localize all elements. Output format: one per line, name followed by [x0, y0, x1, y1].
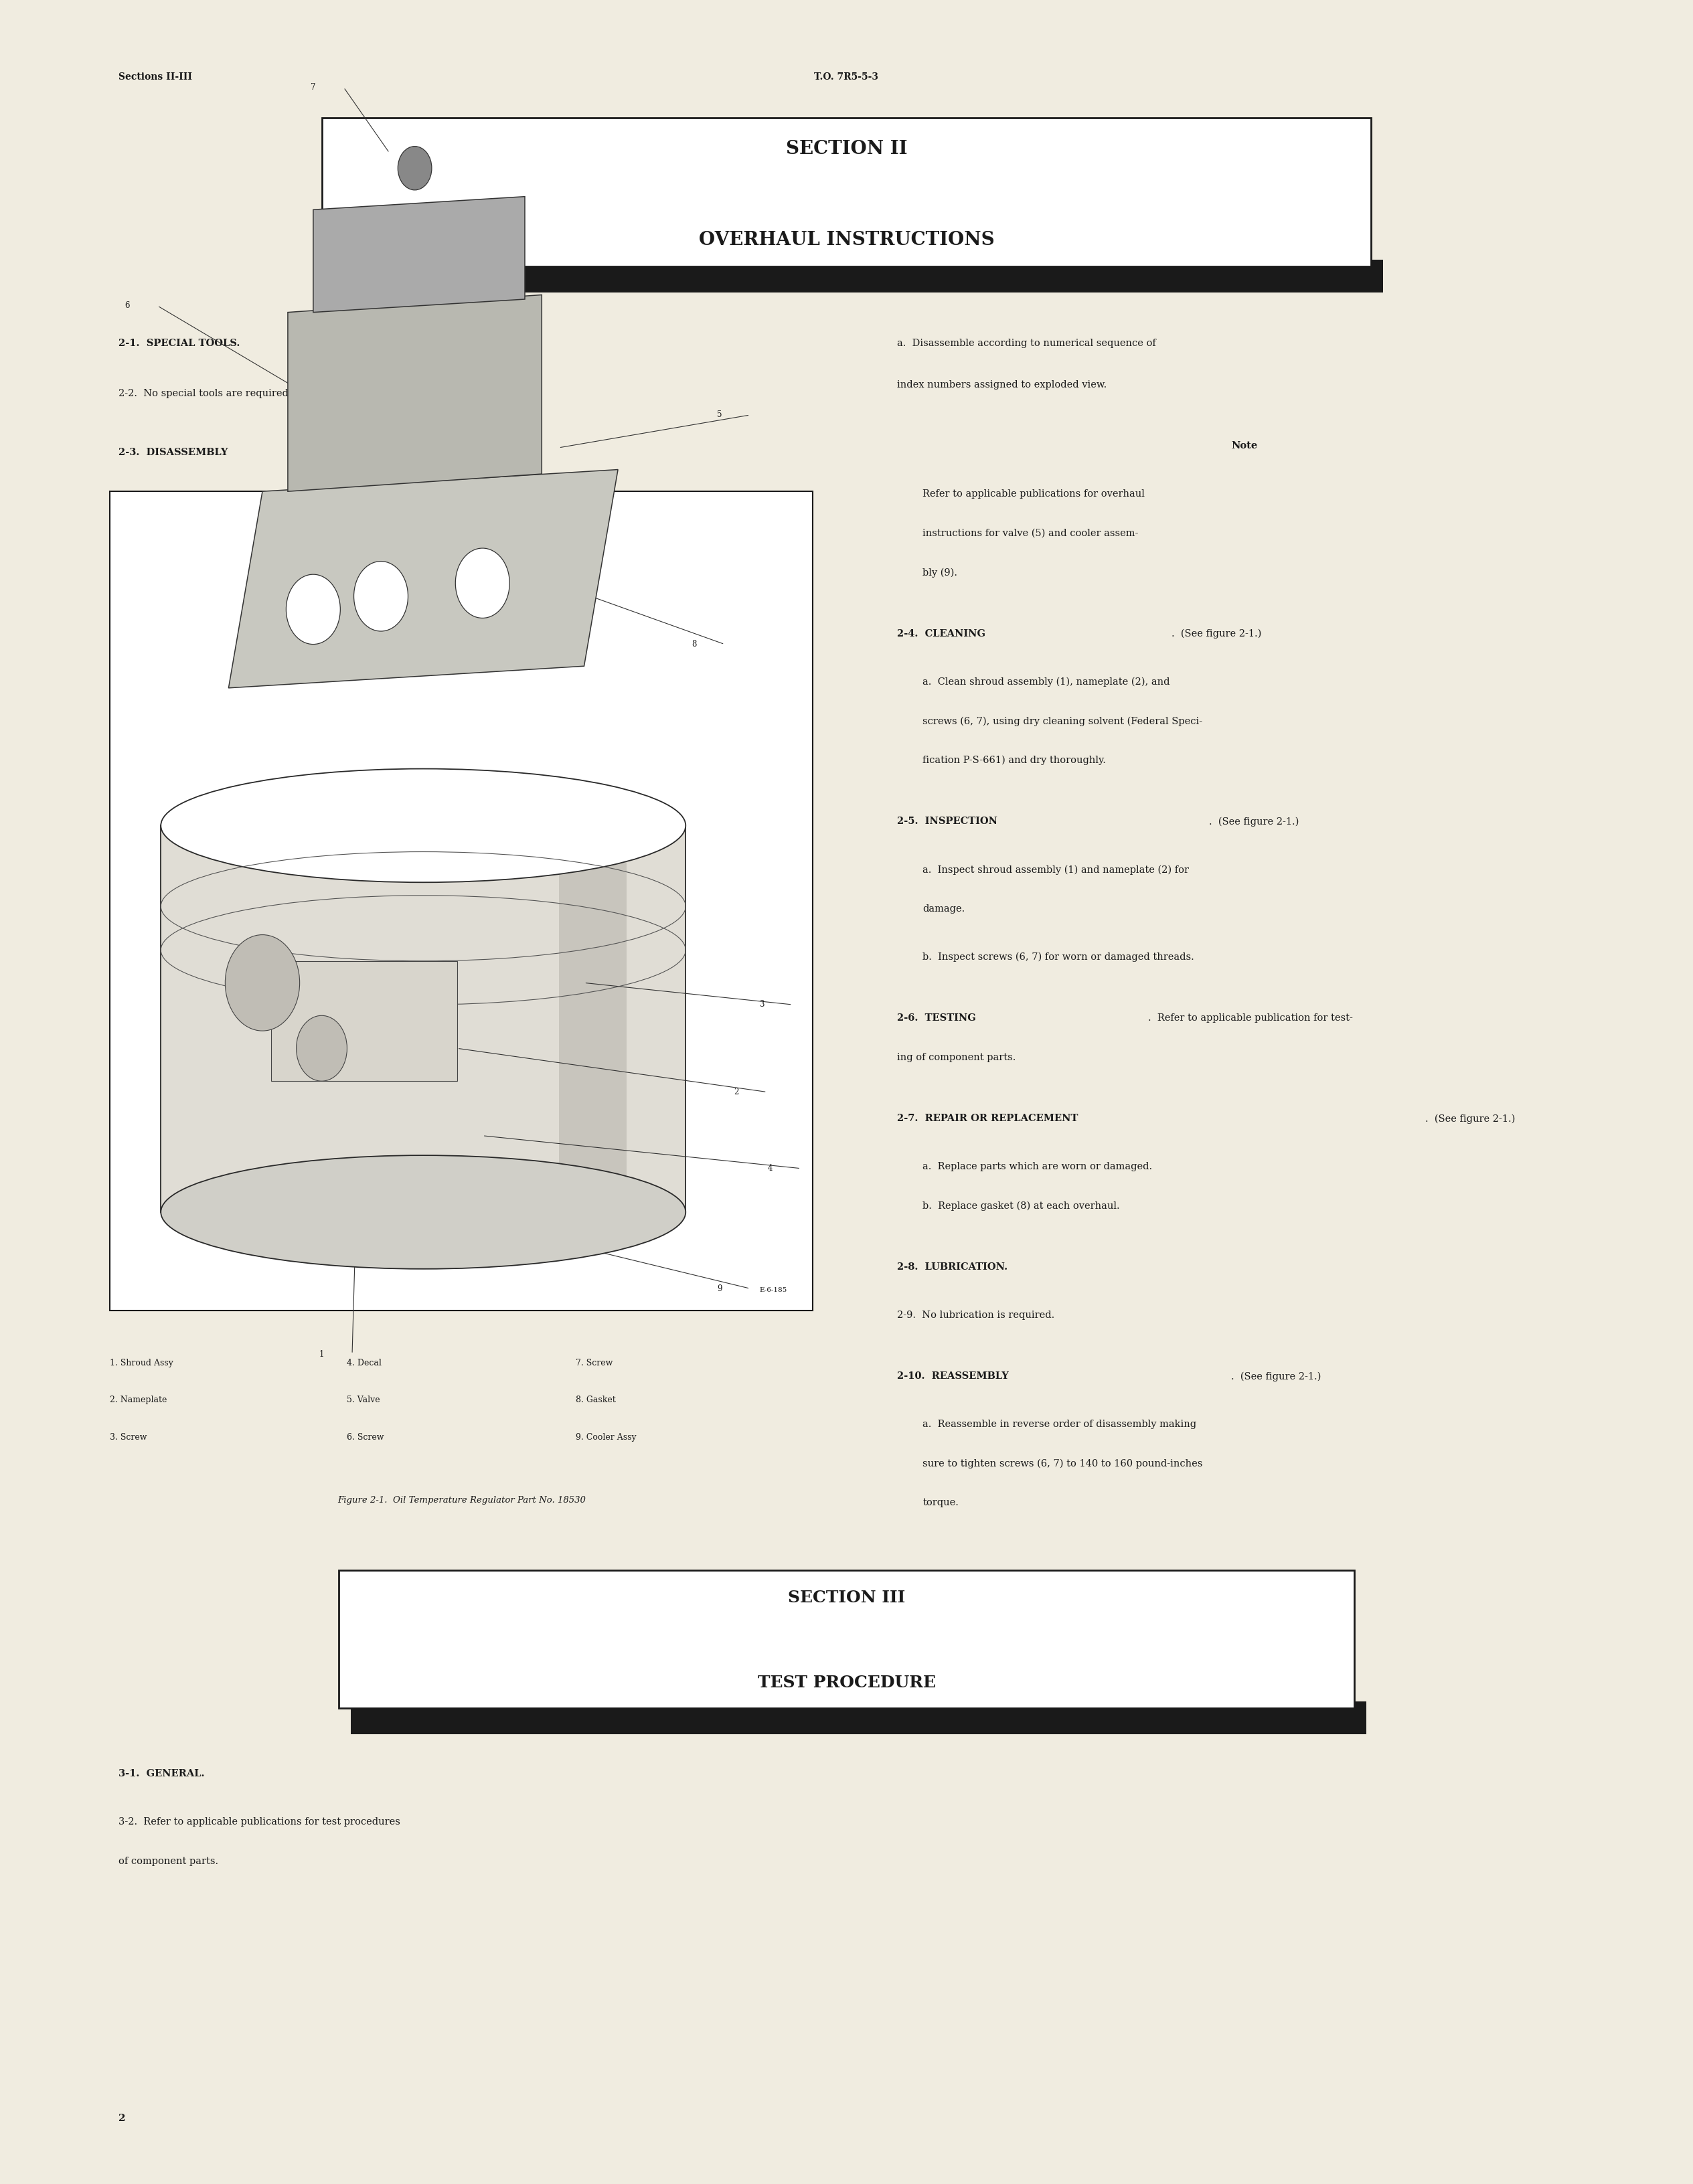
Text: 1. Shroud Assy: 1. Shroud Assy — [110, 1358, 174, 1367]
Text: Note: Note — [1231, 441, 1258, 450]
Text: 7. Screw: 7. Screw — [576, 1358, 613, 1367]
Text: 2-10.  REASSEMBLY: 2-10. REASSEMBLY — [897, 1372, 1009, 1380]
Text: screws (6, 7), using dry cleaning solvent (Federal Speci-: screws (6, 7), using dry cleaning solven… — [923, 716, 1202, 725]
Text: 2-4.  CLEANING: 2-4. CLEANING — [897, 629, 985, 638]
Text: Refer to applicable publications for overhaul: Refer to applicable publications for ove… — [923, 489, 1144, 498]
Text: 9. Cooler Assy: 9. Cooler Assy — [576, 1433, 637, 1441]
Text: b.  Replace gasket (8) at each overhaul.: b. Replace gasket (8) at each overhaul. — [923, 1201, 1119, 1210]
Text: 2. Nameplate: 2. Nameplate — [110, 1396, 168, 1404]
Text: 5: 5 — [718, 411, 721, 419]
Text: 8: 8 — [692, 640, 696, 649]
Text: 8. Gasket: 8. Gasket — [576, 1396, 616, 1404]
Bar — [161, 826, 686, 1212]
Polygon shape — [229, 470, 618, 688]
Text: 9: 9 — [718, 1284, 721, 1293]
Text: 5. Valve: 5. Valve — [347, 1396, 381, 1404]
Text: bly (9).: bly (9). — [923, 568, 958, 577]
Circle shape — [225, 935, 300, 1031]
Circle shape — [354, 561, 408, 631]
Text: torque.: torque. — [923, 1498, 958, 1507]
Text: a.  Clean shroud assembly (1), nameplate (2), and: a. Clean shroud assembly (1), nameplate … — [923, 677, 1170, 686]
Text: 2-3.  DISASSEMBLY: 2-3. DISASSEMBLY — [119, 448, 229, 456]
Bar — [271, 961, 457, 1081]
Text: 2: 2 — [119, 2114, 125, 2123]
Text: .  (See figure 2-1.): . (See figure 2-1.) — [1209, 817, 1299, 826]
Text: 2-1.  SPECIAL TOOLS.: 2-1. SPECIAL TOOLS. — [119, 339, 240, 347]
Text: sure to tighten screws (6, 7) to 140 to 160 pound-inches: sure to tighten screws (6, 7) to 140 to … — [923, 1459, 1202, 1468]
Text: ing of component parts.: ing of component parts. — [897, 1053, 1016, 1061]
Ellipse shape — [161, 769, 686, 882]
Text: .  (See figure 2-1.): . (See figure 2-1.) — [1426, 1114, 1515, 1123]
Bar — [334, 260, 1383, 293]
Text: a.  Disassemble according to numerical sequence of: a. Disassemble according to numerical se… — [897, 339, 1156, 347]
Text: 2-9.  No lubrication is required.: 2-9. No lubrication is required. — [897, 1310, 1055, 1319]
Text: 2-2.  No special tools are required.: 2-2. No special tools are required. — [119, 389, 291, 397]
Text: instructions for valve (5) and cooler assem-: instructions for valve (5) and cooler as… — [923, 529, 1138, 537]
Bar — [322, 118, 1371, 266]
Text: damage.: damage. — [923, 904, 965, 913]
Text: T.O. 7R5-5-3: T.O. 7R5-5-3 — [814, 72, 879, 81]
Text: Figure 2-1.  Oil Temperature Regulator Part No. 18530: Figure 2-1. Oil Temperature Regulator Pa… — [337, 1496, 586, 1505]
Bar — [339, 1570, 1354, 1708]
Text: 1: 1 — [320, 1350, 323, 1358]
Polygon shape — [288, 295, 542, 491]
Text: TEST PROCEDURE: TEST PROCEDURE — [757, 1675, 936, 1690]
Text: 3-2.  Refer to applicable publications for test procedures: 3-2. Refer to applicable publications fo… — [119, 1817, 400, 1826]
Circle shape — [286, 574, 340, 644]
Text: 2-5.  INSPECTION: 2-5. INSPECTION — [897, 817, 997, 826]
Text: 6. Screw: 6. Screw — [347, 1433, 384, 1441]
Bar — [559, 826, 626, 1212]
Text: SECTION II: SECTION II — [786, 140, 907, 157]
Text: 2-7.  REPAIR OR REPLACEMENT: 2-7. REPAIR OR REPLACEMENT — [897, 1114, 1078, 1123]
Text: .  (See figure 2-1.): . (See figure 2-1.) — [452, 448, 542, 456]
Text: Sections II-III: Sections II-III — [119, 72, 191, 81]
Text: .  (See figure 2-1.): . (See figure 2-1.) — [1172, 629, 1261, 638]
Text: .  (See figure 2-1.): . (See figure 2-1.) — [1231, 1372, 1321, 1380]
Text: 3-1.  GENERAL.: 3-1. GENERAL. — [119, 1769, 205, 1778]
Polygon shape — [313, 197, 525, 312]
Text: 7: 7 — [312, 83, 315, 92]
Text: b.  Inspect screws (6, 7) for worn or damaged threads.: b. Inspect screws (6, 7) for worn or dam… — [923, 952, 1194, 961]
Text: 2-6.  TESTING: 2-6. TESTING — [897, 1013, 977, 1022]
Bar — [350, 1701, 1366, 1734]
Text: 2-8.  LUBRICATION.: 2-8. LUBRICATION. — [897, 1262, 1007, 1271]
Ellipse shape — [161, 1155, 686, 1269]
Text: a.  Reassemble in reverse order of disassembly making: a. Reassemble in reverse order of disass… — [923, 1420, 1197, 1428]
Bar — [110, 491, 813, 1310]
Text: .  Refer to applicable publication for test-: . Refer to applicable publication for te… — [1148, 1013, 1353, 1022]
Text: E-6-185: E-6-185 — [760, 1286, 787, 1293]
Text: OVERHAUL INSTRUCTIONS: OVERHAUL INSTRUCTIONS — [699, 232, 994, 249]
Text: index numbers assigned to exploded view.: index numbers assigned to exploded view. — [897, 380, 1107, 389]
Text: a.  Replace parts which are worn or damaged.: a. Replace parts which are worn or damag… — [923, 1162, 1153, 1171]
Circle shape — [296, 1016, 347, 1081]
Text: fication P-S-661) and dry thoroughly.: fication P-S-661) and dry thoroughly. — [923, 756, 1106, 764]
Text: a.  Inspect shroud assembly (1) and nameplate (2) for: a. Inspect shroud assembly (1) and namep… — [923, 865, 1188, 874]
Text: SECTION III: SECTION III — [787, 1590, 906, 1605]
Text: 3: 3 — [760, 1000, 764, 1009]
Circle shape — [455, 548, 510, 618]
Circle shape — [398, 146, 432, 190]
Text: 2: 2 — [735, 1088, 738, 1096]
Text: of component parts.: of component parts. — [119, 1856, 218, 1865]
Text: 3. Screw: 3. Screw — [110, 1433, 147, 1441]
Text: 6: 6 — [125, 301, 129, 310]
Text: 4. Decal: 4. Decal — [347, 1358, 383, 1367]
Text: 4: 4 — [769, 1164, 772, 1173]
